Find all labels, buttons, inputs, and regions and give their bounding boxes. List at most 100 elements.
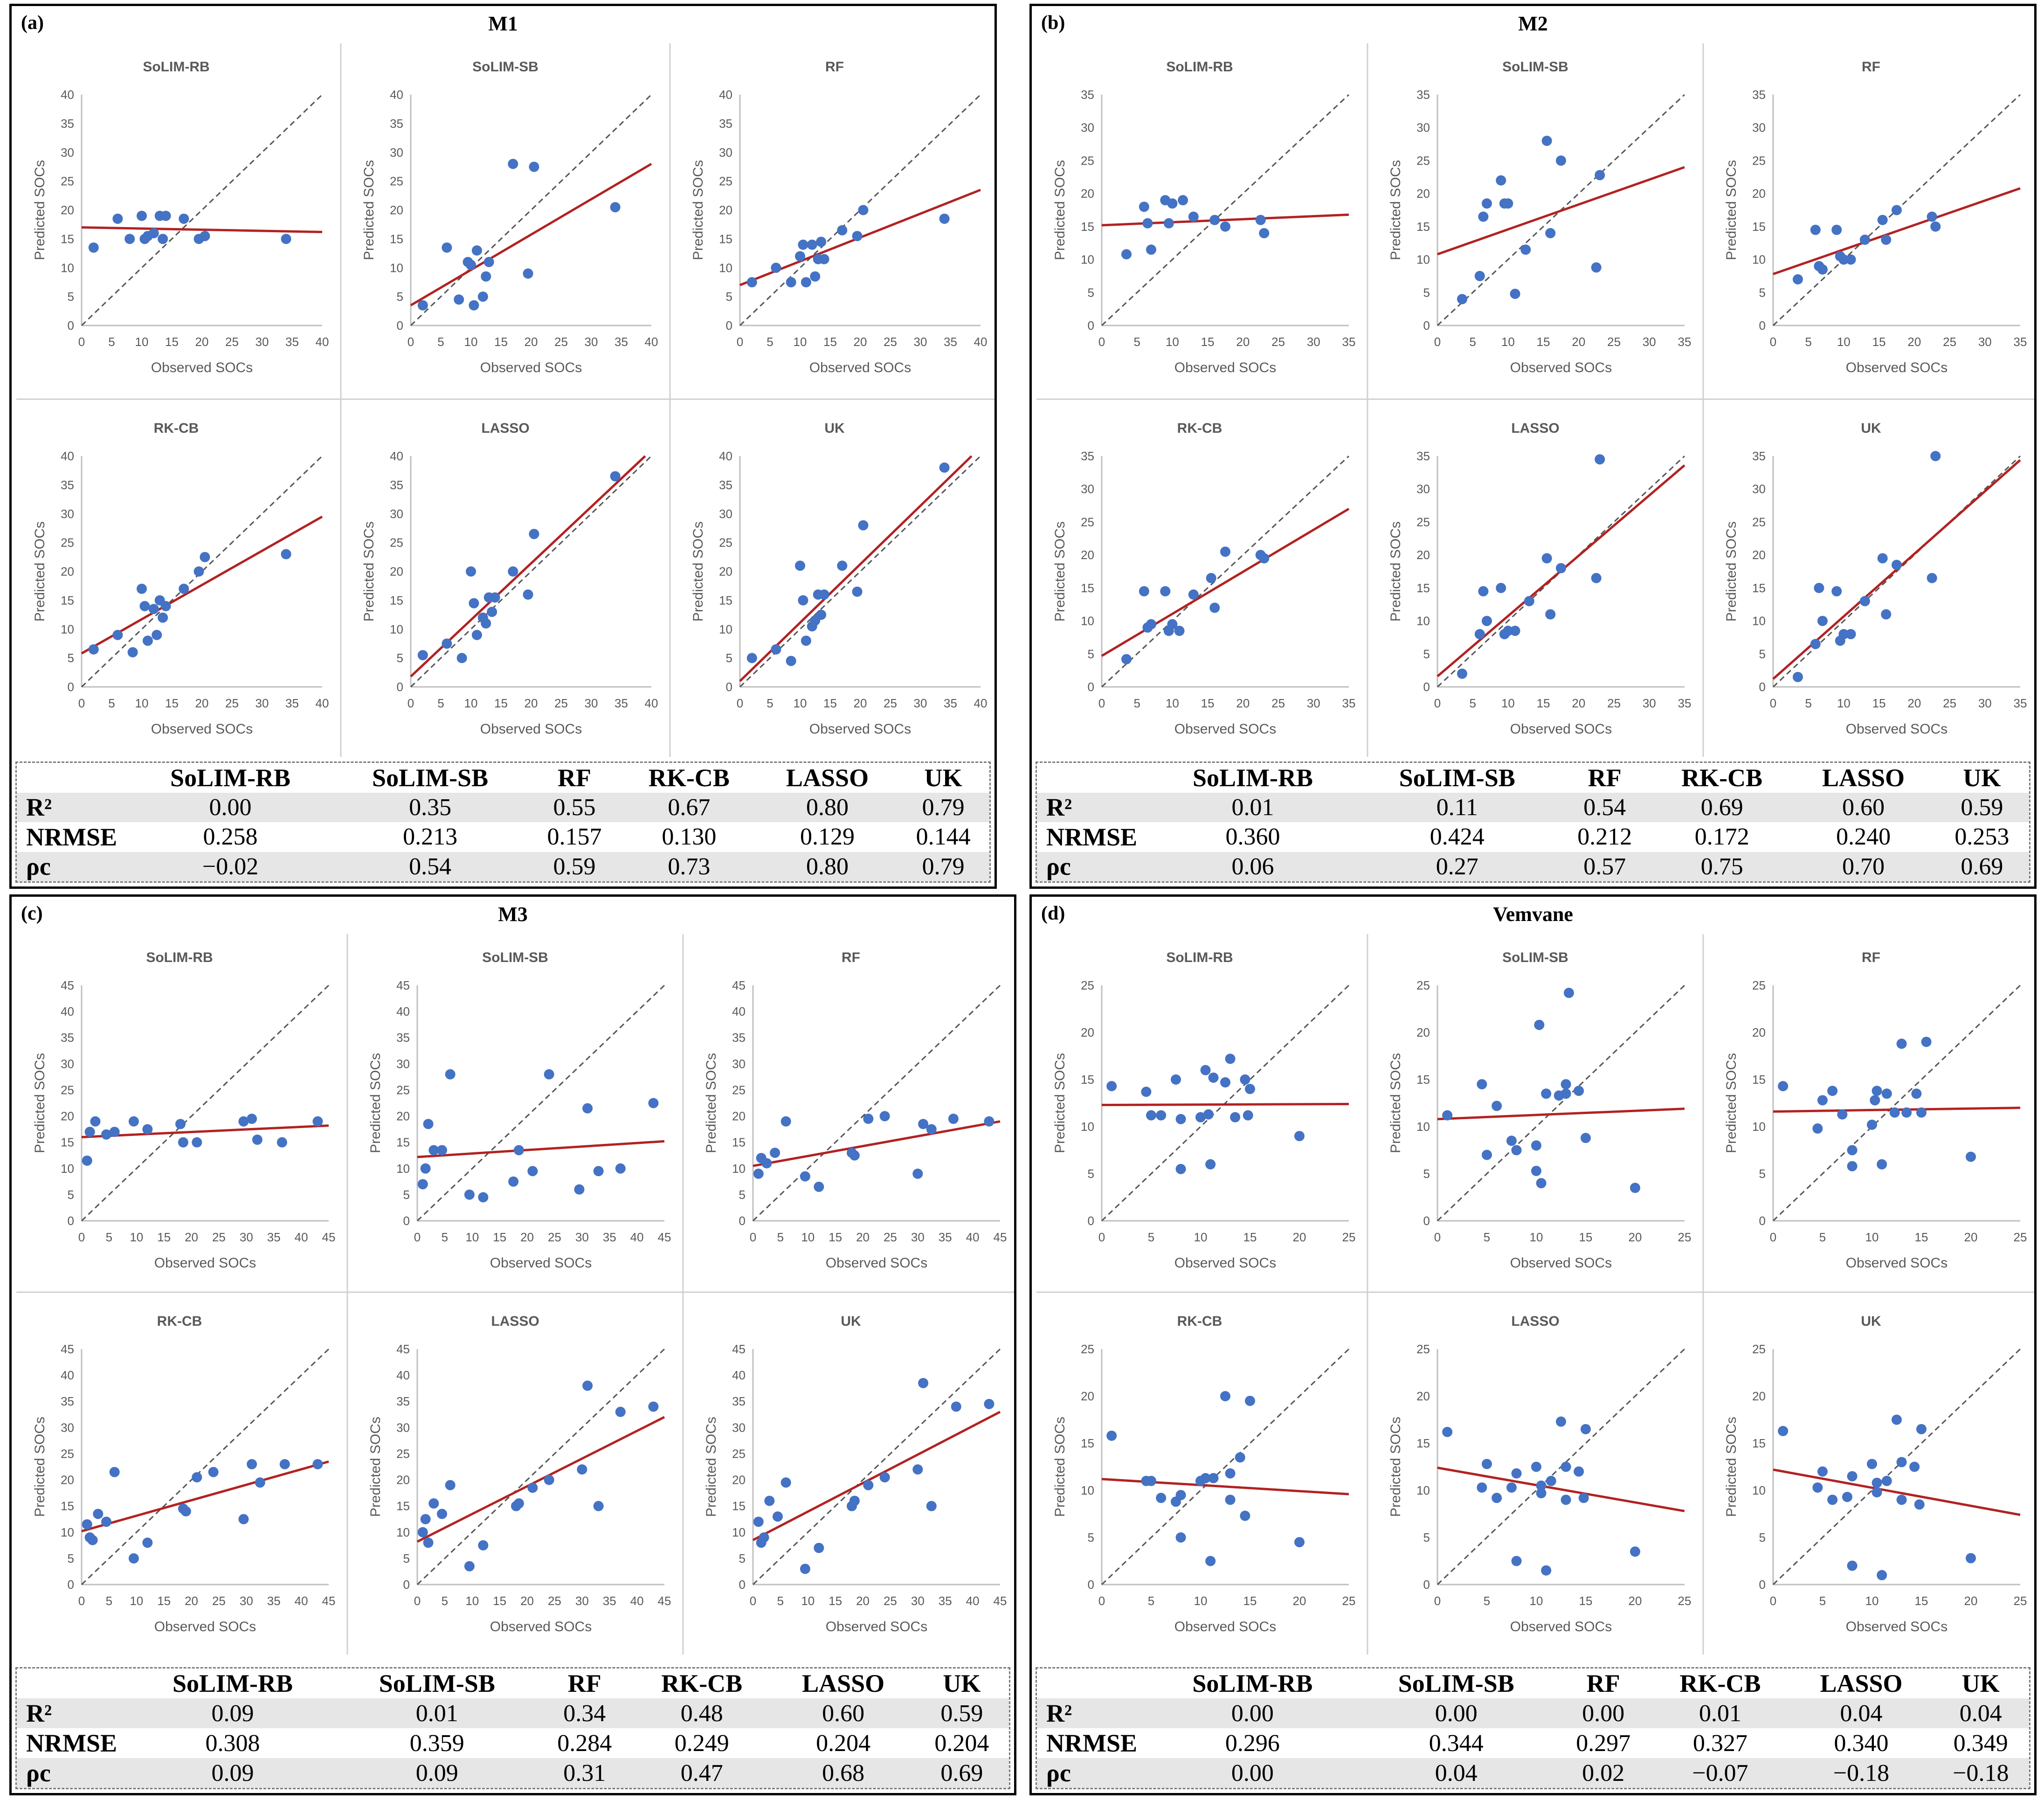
data-point xyxy=(798,239,808,250)
data-point xyxy=(780,1477,791,1488)
y-tick-label: 20 xyxy=(61,1473,74,1487)
x-tick-label: 40 xyxy=(295,1594,308,1608)
data-point xyxy=(858,205,869,215)
y-tick-label: 20 xyxy=(390,203,403,217)
x-tick-label: 20 xyxy=(856,1230,870,1244)
data-point xyxy=(984,1116,994,1127)
y-tick-label: 15 xyxy=(719,593,732,607)
fit-line xyxy=(1437,1467,1685,1512)
x-tick-label: 40 xyxy=(630,1230,644,1244)
y-tick-label: 15 xyxy=(1081,1073,1094,1087)
data-point xyxy=(939,214,950,224)
x-tick-label: 35 xyxy=(603,1594,616,1608)
x-tick-label: 25 xyxy=(212,1594,226,1608)
column-header: SoLIM-RB xyxy=(1193,763,1313,792)
y-tick-label: 35 xyxy=(732,1394,746,1408)
data-point xyxy=(152,630,162,640)
y-tick-label: 20 xyxy=(1416,187,1430,201)
metrics-table: SoLIM-RB SoLIM-SB RF RK-CB LASSO UK R² 0.00 0.35… xyxy=(17,763,989,881)
y-tick-label: 20 xyxy=(1752,187,1766,201)
x-axis-label: Observed SOCs xyxy=(1174,721,1276,737)
y-tick-label: 25 xyxy=(396,1447,410,1461)
data-point xyxy=(1478,586,1489,596)
metric-row: ρc 0.06 0.27 0.57 0.75 0.70 0.69 xyxy=(1037,852,2029,881)
data-point xyxy=(1106,1081,1117,1092)
x-tick-label: 35 xyxy=(1342,696,1356,710)
x-tick-label: 25 xyxy=(1342,1230,1356,1244)
chart-title: RK-CB xyxy=(154,421,199,436)
x-tick-label: 10 xyxy=(130,1594,143,1608)
fit-line xyxy=(1437,1108,1685,1121)
x-tick-label: 5 xyxy=(1805,335,1811,349)
data-point xyxy=(810,271,821,282)
y-tick-label: 5 xyxy=(1088,647,1094,661)
y-tick-label: 30 xyxy=(61,1420,74,1434)
y-tick-label: 0 xyxy=(68,680,74,694)
y-tick-label: 10 xyxy=(1416,253,1430,267)
y-tick-label: 25 xyxy=(390,174,403,188)
data-point xyxy=(1563,988,1574,998)
metric-value: 0.01 xyxy=(337,1698,538,1728)
data-point xyxy=(1556,1416,1566,1427)
y-tick-label: 20 xyxy=(1752,1389,1766,1403)
metric-value: 0.55 xyxy=(528,792,621,822)
y-tick-label: 45 xyxy=(61,978,74,992)
data-point xyxy=(523,589,533,600)
metric-value: 0.57 xyxy=(1557,852,1652,881)
y-tick-label: 30 xyxy=(390,145,403,159)
x-tick-label: 20 xyxy=(856,1594,870,1608)
data-point xyxy=(87,1535,98,1545)
data-point xyxy=(101,1129,111,1140)
x-tick-label: 15 xyxy=(165,335,179,349)
data-point xyxy=(1478,211,1489,222)
data-point xyxy=(1175,1163,1186,1174)
fit-line xyxy=(739,455,973,682)
data-point xyxy=(1474,270,1485,281)
x-tick-label: 25 xyxy=(548,1594,561,1608)
y-axis-label: Predicted SOCs xyxy=(1388,1053,1403,1153)
x-tick-label: 35 xyxy=(1678,696,1692,710)
y-axis-label: Predicted SOCs xyxy=(1388,521,1403,622)
x-tick-label: 40 xyxy=(645,696,658,710)
y-tick-label: 30 xyxy=(396,1057,410,1071)
x-tick-label: 5 xyxy=(766,696,773,710)
data-point xyxy=(879,1472,890,1482)
data-point xyxy=(1511,1145,1522,1156)
metric-value: 0.11 xyxy=(1357,792,1558,822)
data-point xyxy=(1188,589,1199,600)
data-point xyxy=(1178,195,1188,206)
data-point xyxy=(753,1516,764,1527)
x-tick-label: 35 xyxy=(1342,335,1356,349)
metric-value: 0.79 xyxy=(897,792,989,822)
data-point xyxy=(1871,1086,1882,1096)
y-tick-label: 20 xyxy=(1416,1025,1430,1039)
data-point xyxy=(437,1509,447,1519)
x-tick-label: 20 xyxy=(1907,696,1921,710)
metric-value: 0.00 xyxy=(1149,1758,1356,1788)
y-tick-label: 15 xyxy=(1416,581,1430,595)
x-tick-label: 10 xyxy=(1501,335,1515,349)
metric-value: 0.01 xyxy=(1650,1698,1790,1728)
chart-title: RF xyxy=(825,59,844,75)
data-point xyxy=(513,1145,524,1156)
x-tick-label: 40 xyxy=(974,335,987,349)
data-point xyxy=(252,1135,262,1145)
metric-value: 0.60 xyxy=(772,1698,915,1728)
metric-row: NRMSE 0.258 0.213 0.157 0.130 0.129 0.144 xyxy=(17,822,989,852)
data-point xyxy=(1881,609,1892,620)
data-point xyxy=(1561,1461,1571,1472)
data-point xyxy=(1141,1087,1152,1097)
y-tick-label: 25 xyxy=(1752,153,1766,167)
data-point xyxy=(1188,211,1199,222)
data-point xyxy=(759,1532,769,1543)
data-point xyxy=(1482,1149,1492,1160)
x-tick-label: 10 xyxy=(1530,1594,1543,1608)
data-point xyxy=(926,1124,937,1135)
data-point xyxy=(1827,1495,1838,1505)
chart-title: SoLIM-SB xyxy=(472,59,539,75)
metric-value: 0.172 xyxy=(1694,824,1749,851)
x-tick-label: 15 xyxy=(829,1594,842,1608)
data-point xyxy=(863,1480,874,1490)
data-point xyxy=(513,1498,524,1509)
data-point xyxy=(577,1464,587,1475)
